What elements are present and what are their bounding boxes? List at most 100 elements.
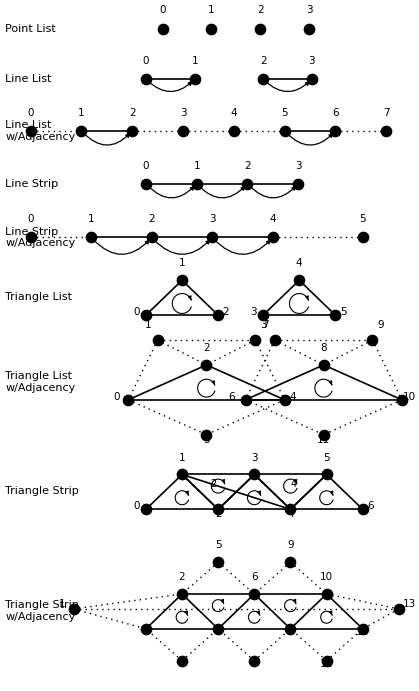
Point [287,556,294,567]
Text: 2: 2 [148,214,155,225]
Text: 9: 9 [377,320,384,330]
Point [242,395,249,406]
Text: 6: 6 [228,392,235,401]
Point [244,178,251,189]
Point [260,73,266,84]
Text: 5: 5 [203,435,210,444]
Text: Line Strip
w/Adjacency: Line Strip w/Adjacency [5,227,75,248]
Text: Line List
w/Adjacency: Line List w/Adjacency [5,120,75,142]
Point [180,125,186,136]
Point [203,429,210,440]
Text: 8: 8 [321,343,327,353]
Text: 9: 9 [287,540,294,550]
Text: 6: 6 [367,502,374,511]
Text: 0: 0 [27,214,34,225]
Point [308,73,315,84]
Point [251,655,258,666]
Text: 2: 2 [129,108,136,118]
Point [323,469,330,480]
Point [142,504,149,515]
Point [251,589,258,600]
Point [193,178,200,189]
Text: 4: 4 [230,108,237,118]
Point [296,275,303,286]
Text: 13: 13 [403,599,416,609]
Point [383,125,390,136]
Point [269,232,276,243]
Text: 5: 5 [340,307,347,317]
Point [252,334,259,346]
Text: 5: 5 [360,214,366,225]
Text: 1: 1 [145,320,151,330]
Point [129,125,136,136]
Point [178,589,185,600]
Point [178,275,185,286]
Text: 1: 1 [179,258,185,268]
Point [125,395,132,406]
Point [142,178,149,189]
Point [396,603,402,614]
Point [142,310,149,321]
Text: 0: 0 [27,108,34,118]
Text: 0: 0 [133,307,140,317]
Text: 7: 7 [383,108,389,118]
Text: 10: 10 [403,392,416,401]
Text: 3: 3 [260,320,266,330]
Point [360,623,366,634]
Text: 1: 1 [78,108,85,118]
Text: 1: 1 [208,6,215,15]
Text: 2: 2 [257,6,264,15]
Text: 4: 4 [215,627,222,637]
Point [320,359,327,370]
Text: 4: 4 [289,392,296,401]
Point [215,504,222,515]
Point [230,125,237,136]
Text: 3: 3 [179,659,185,669]
Text: 0: 0 [159,6,166,15]
Text: 3: 3 [295,161,302,171]
Text: 4: 4 [269,214,276,225]
Point [159,23,166,35]
Point [257,23,264,35]
Text: 4: 4 [290,479,296,489]
Text: 3: 3 [306,6,312,15]
Text: 1: 1 [59,599,66,609]
Text: 8: 8 [287,627,294,637]
Point [209,232,216,243]
Point [332,310,339,321]
Text: 2: 2 [244,161,251,171]
Text: 0: 0 [114,392,120,401]
Text: 1: 1 [194,161,200,171]
Point [215,623,222,634]
Point [215,310,222,321]
Point [78,125,85,136]
Text: Triangle Strip: Triangle Strip [5,486,79,496]
Point [142,623,149,634]
Point [191,73,198,84]
Text: 1: 1 [191,56,198,66]
Point [360,232,366,243]
Point [251,469,258,480]
Text: 1: 1 [88,214,95,225]
Point [323,589,330,600]
Point [27,232,34,243]
Text: 3: 3 [180,108,186,118]
Point [369,334,376,346]
Text: 3: 3 [250,307,257,317]
Text: 0: 0 [142,56,149,66]
Text: Point List: Point List [5,24,56,35]
Text: 7: 7 [251,659,258,669]
Point [88,232,95,243]
Text: 1: 1 [179,453,185,462]
Point [148,232,155,243]
Text: 2: 2 [179,572,185,582]
Point [27,125,34,136]
Point [178,469,185,480]
Text: 4: 4 [287,509,294,520]
Text: Line Strip: Line Strip [5,179,58,189]
Point [305,23,312,35]
Text: 11: 11 [320,659,333,669]
Text: 3: 3 [209,214,216,225]
Point [203,359,210,370]
Point [287,623,294,634]
